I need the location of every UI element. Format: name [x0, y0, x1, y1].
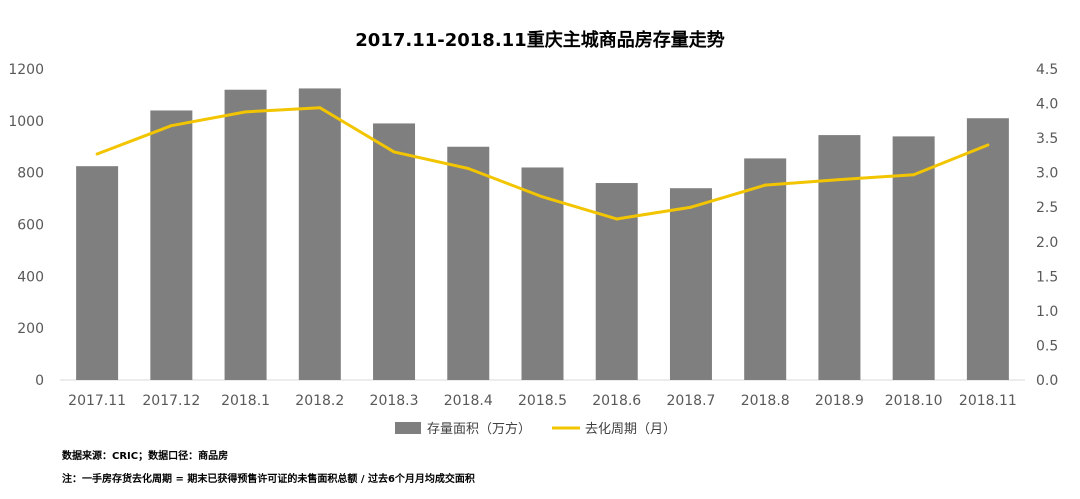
line-point: [318, 106, 322, 110]
bar: [669, 188, 712, 380]
line-point: [466, 167, 470, 171]
x-tick-label: 2018.2: [295, 393, 344, 409]
x-tick-label: 2017.11: [68, 393, 126, 409]
y-right-tick-label: 4.0: [1036, 97, 1058, 113]
y-left-tick-label: 400: [17, 269, 44, 285]
x-tick-label: 2018.6: [592, 393, 641, 409]
line-point: [986, 143, 990, 147]
bars: [76, 88, 1009, 381]
bar: [595, 183, 638, 380]
chart-title: 2017.11-2018.11重庆主城商品房存量走势: [355, 30, 725, 51]
bar: [150, 110, 193, 380]
x-tick-label: 2018.5: [518, 393, 567, 409]
bar: [744, 158, 787, 380]
bar: [818, 135, 861, 380]
line-point: [541, 195, 544, 199]
line-point: [95, 152, 99, 156]
legend-bar-swatch: [395, 422, 421, 434]
y-left-tick-label: 1000: [8, 114, 44, 130]
x-tick-label: 2018.1: [221, 393, 270, 409]
line-series: [95, 106, 990, 221]
bar: [373, 123, 416, 381]
bar: [76, 166, 119, 380]
bar: [224, 89, 267, 380]
x-tick-label: 2018.7: [666, 393, 715, 409]
x-tick-label: 2018.3: [370, 393, 419, 409]
y-left-tick-label: 200: [17, 321, 44, 337]
line-point: [689, 205, 693, 209]
legend-line-label: 去化周期（月）: [585, 422, 676, 437]
y-right-tick-label: 0.5: [1036, 338, 1058, 354]
bar: [521, 167, 564, 380]
y-right-tick-label: 3.0: [1036, 166, 1058, 182]
x-tick-label: 2018.4: [444, 393, 493, 409]
y-right-tick-label: 2.0: [1036, 235, 1058, 251]
y-right-tick-label: 3.5: [1036, 131, 1058, 147]
line-point: [169, 124, 173, 128]
bar: [447, 146, 490, 380]
x-tick-label: 2017.12: [142, 393, 200, 409]
y-left-tick-label: 1200: [8, 62, 44, 78]
line-point: [763, 183, 767, 187]
x-tick-label: 2018.10: [885, 393, 943, 409]
y-right-tick-label: 4.5: [1036, 62, 1058, 78]
x-tick-label: 2018.8: [741, 393, 790, 409]
x-tick-label: 2018.9: [815, 393, 864, 409]
legend: 存量面积（万方） 去化周期（月）: [395, 421, 676, 437]
y-right-tick-label: 1.5: [1036, 269, 1058, 285]
bar: [298, 88, 341, 380]
line-point: [912, 173, 916, 177]
y-right-tick-label: 0.0: [1036, 373, 1058, 389]
y-left-tick-label: 600: [17, 218, 44, 234]
axes: 0 200 400 600 800 1000 1200 0.0 0.5 1.0 1.5 2.0 2.5 3…: [8, 62, 1058, 409]
line-point: [615, 217, 619, 221]
bar: [966, 118, 1009, 380]
line-point: [392, 150, 396, 154]
y-left-tick-label: 800: [17, 166, 44, 182]
definition-note: 注：一手房存货去化周期 = 期末已获得预售许可证的未售面积总额 / 过去6个月月…: [62, 474, 475, 485]
line-point: [837, 178, 841, 182]
bar: [892, 136, 935, 380]
legend-bar-label: 存量面积（万方）: [427, 421, 531, 437]
y-right-tick-label: 2.5: [1036, 200, 1058, 216]
y-right-tick-label: 1.0: [1036, 304, 1058, 320]
y-left-tick-label: 0: [35, 373, 44, 389]
line-point: [244, 110, 248, 114]
x-tick-label: 2018.11: [959, 393, 1017, 409]
source-note: 数据来源：CRIC；数据口径：商品房: [62, 451, 229, 462]
